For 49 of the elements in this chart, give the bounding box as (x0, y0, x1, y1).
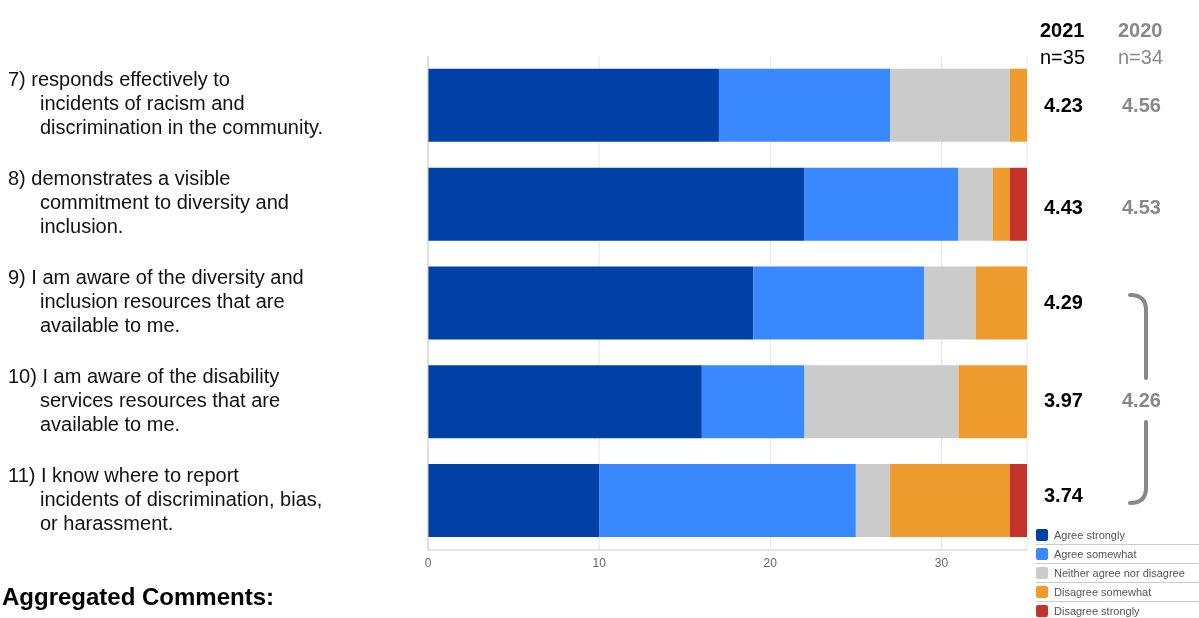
bar (804, 365, 959, 439)
bar (753, 266, 925, 340)
bar (428, 68, 719, 142)
bar (804, 167, 959, 241)
bar (428, 266, 754, 340)
bar (599, 464, 856, 538)
text: 4.43 (1044, 195, 1083, 219)
bar (958, 365, 1027, 439)
bar (718, 68, 891, 142)
text: 2020 (1118, 18, 1163, 42)
y-tick-label: 10) I am aware of the disability services resources that are available to me. (8, 365, 281, 436)
text: n=34 (1118, 45, 1164, 69)
bar (924, 266, 976, 340)
legend-label: Agree strongly (1054, 529, 1125, 541)
legend-label: Disagree somewhat (1054, 586, 1152, 598)
text: 4.53 (1122, 195, 1161, 219)
text: Aggregated Comments: (2, 583, 275, 611)
x-tick-label: 30 (934, 555, 949, 570)
bar (701, 365, 805, 439)
text: 4.29 (1044, 290, 1083, 314)
bar (1009, 464, 1027, 538)
legend-label: Agree somewhat (1054, 548, 1137, 560)
y-tick-label: 7) responds effectively to incidents of racism and discrimination in the community. (8, 68, 324, 139)
bar (992, 167, 1010, 241)
text: 4.26 (1122, 388, 1161, 412)
y-tick-label: 8) demonstrates a visible commitment to diversity and inclusion. (8, 167, 289, 238)
bar (890, 68, 1010, 142)
bar (958, 167, 993, 241)
text: n=35 (1040, 45, 1086, 69)
x-tick-label: 10 (592, 555, 607, 570)
legend-label: Neither agree nor disagree (1054, 567, 1185, 579)
text: 4.23 (1044, 93, 1083, 117)
text: 2021 (1040, 18, 1085, 42)
x-tick-label: 20 (763, 555, 778, 570)
bar (428, 167, 805, 241)
bar (890, 464, 1010, 538)
bar (975, 266, 1027, 340)
bar (1009, 68, 1027, 142)
x-tick-label: 0 (424, 555, 432, 570)
text: 3.97 (1044, 388, 1083, 412)
bar (1009, 167, 1027, 241)
text: 4.56 (1122, 93, 1161, 117)
bar (428, 365, 702, 439)
bar (428, 464, 600, 538)
y-tick-label: 11) I know where to report incidents of discrimination, bias, or harassment. (8, 463, 323, 534)
text: 3.74 (1044, 483, 1083, 507)
legend-label: Disagree strongly (1054, 605, 1140, 617)
y-tick-label: 9) I am aware of the diversity and inclusion resources that are available to me. (8, 266, 304, 337)
bar (855, 464, 891, 538)
